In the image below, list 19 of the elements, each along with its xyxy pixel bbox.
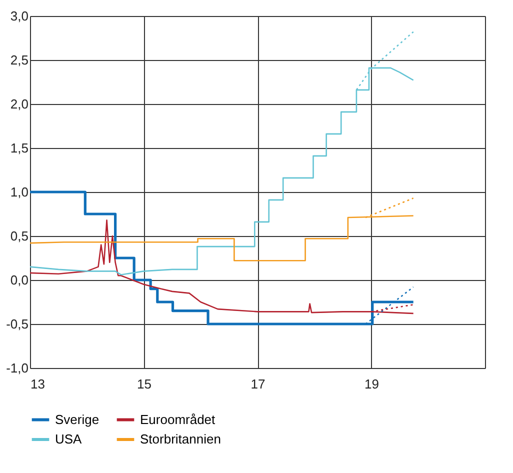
legend-label: Storbritannien — [140, 432, 221, 446]
x-tick-label: 19 — [364, 376, 379, 392]
y-tick-label: 3,0 — [10, 8, 28, 24]
legend-label: Sverige — [55, 412, 100, 427]
line-series — [28, 190, 415, 326]
y-tick-label: 1,5 — [10, 140, 28, 156]
y-tick-label: 0,5 — [10, 228, 28, 244]
legend-label: USA — [55, 432, 82, 446]
line-series — [29, 220, 414, 314]
y-tick-label: 0,0 — [10, 272, 28, 288]
x-tick-label: 17 — [250, 376, 266, 392]
y-tick-label: 2,5 — [10, 52, 28, 68]
y-tick-label: -1,0 — [6, 360, 28, 376]
y-tick-label: -0,5 — [6, 316, 28, 332]
x-tick-label: 15 — [137, 376, 152, 392]
x-tick-label: 13 — [30, 376, 45, 392]
legend-label: Euroområdet — [140, 412, 216, 427]
y-tick-label: 2,0 — [10, 96, 28, 112]
y-tick-label: 1,0 — [10, 184, 28, 200]
